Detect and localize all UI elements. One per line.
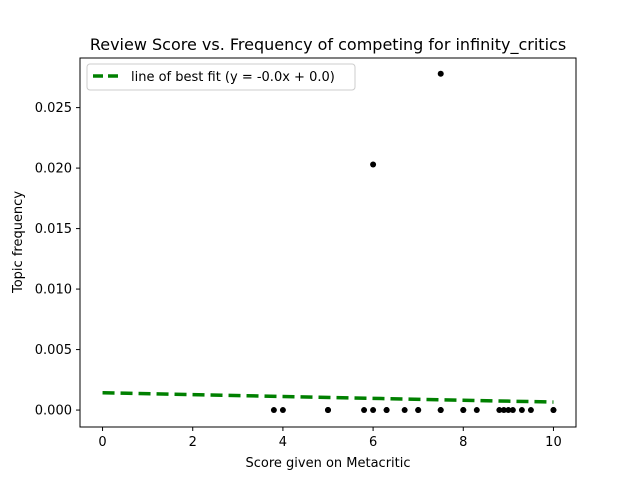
x-tick-label: 2 [189, 435, 197, 450]
fit-line [102, 391, 554, 404]
points-layer [270, 70, 557, 414]
data-point [527, 407, 534, 414]
x-tick-label: 10 [545, 435, 562, 450]
data-point [370, 161, 377, 168]
data-point [383, 407, 390, 414]
x-tick-label: 4 [279, 435, 287, 450]
y-tick-label: 0.025 [35, 101, 72, 116]
data-point [270, 407, 277, 414]
y-tick-label: 0.000 [35, 404, 72, 419]
y-tick-label: 0.015 [35, 222, 72, 237]
y-tick-label: 0.010 [35, 283, 72, 298]
x-tick-label: 6 [369, 435, 377, 450]
data-point [437, 407, 444, 414]
legend-box [86, 63, 356, 91]
data-point [370, 407, 377, 414]
data-point [361, 407, 368, 414]
x-tick-label: 8 [459, 435, 467, 450]
legend-fit-line-label: line of best fit (y = -0.0x + 0.0) [131, 70, 335, 85]
x-axis-label: Score given on Metacritic [245, 456, 410, 471]
x-axis: 0 2 4 6 8 10 [98, 427, 562, 450]
data-point [509, 407, 516, 414]
x-tick-label: 0 [98, 435, 106, 450]
chart-title: Review Score vs. Frequency of competing … [90, 35, 566, 55]
y-axis: 0.000 0.005 0.010 0.015 0.020 0.025 [35, 101, 80, 419]
legend: line of best fit (y = -0.0x + 0.0) [86, 63, 356, 91]
data-point [437, 70, 444, 77]
plot-frame [79, 57, 577, 428]
data-point [325, 407, 331, 414]
data-point [473, 407, 480, 414]
data-point [279, 407, 286, 414]
y-axis-label: Topic frequency [11, 191, 26, 294]
data-point [460, 407, 467, 414]
data-point [401, 407, 408, 414]
data-point [496, 407, 503, 414]
data-point [518, 407, 525, 414]
plot-area [79, 57, 577, 428]
data-point [505, 407, 512, 414]
y-tick-label: 0.020 [35, 162, 72, 177]
data-point [500, 407, 507, 414]
data-point [550, 407, 557, 414]
data-point [415, 407, 422, 414]
y-tick-label: 0.005 [35, 343, 72, 358]
fit-line-layer [102, 391, 554, 404]
